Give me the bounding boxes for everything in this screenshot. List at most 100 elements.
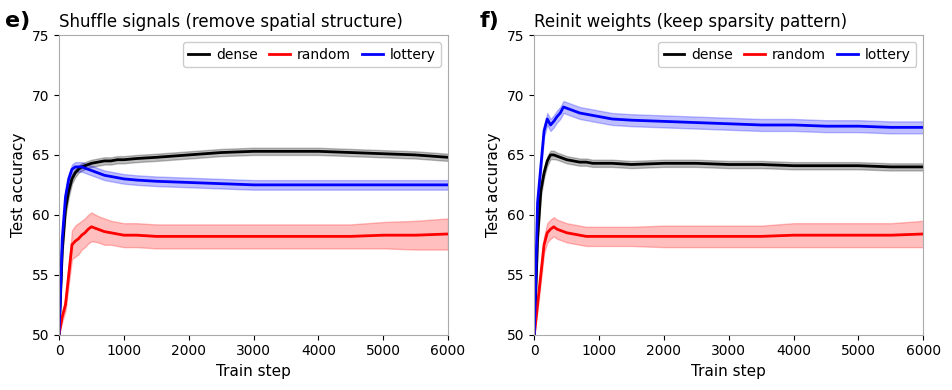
random (118, 233, 129, 238)
dense (545, 152, 556, 157)
random (378, 233, 389, 238)
dense (53, 332, 65, 337)
dense (581, 160, 592, 165)
random (555, 228, 566, 233)
lottery (83, 167, 94, 172)
random (67, 243, 78, 247)
lottery (63, 177, 74, 181)
lottery (378, 183, 389, 187)
lottery (551, 114, 563, 119)
lottery (561, 106, 572, 110)
lottery (885, 125, 897, 130)
lottery (215, 181, 227, 186)
random (551, 227, 563, 232)
lottery (150, 179, 162, 184)
Text: f): f) (480, 11, 500, 31)
random (918, 232, 929, 236)
dense (79, 163, 90, 168)
dense (593, 161, 605, 166)
X-axis label: Train step: Train step (216, 364, 291, 379)
random (131, 233, 143, 238)
dense (86, 161, 97, 166)
dense (312, 149, 324, 154)
Text: Reinit weights (keep sparsity pattern): Reinit weights (keep sparsity pattern) (534, 13, 847, 31)
Line: lottery: lottery (59, 167, 448, 335)
lottery (558, 105, 569, 109)
dense (691, 161, 703, 166)
lottery (691, 120, 703, 125)
lottery (111, 176, 123, 180)
lottery (535, 165, 546, 169)
dense (99, 159, 110, 163)
random (581, 234, 592, 239)
lottery (581, 112, 592, 117)
dense (574, 160, 585, 165)
random (532, 302, 544, 307)
lottery (69, 165, 81, 169)
Legend: dense, random, lottery: dense, random, lottery (183, 42, 441, 67)
dense (280, 149, 291, 154)
lottery (92, 170, 104, 175)
Y-axis label: Test accuracy: Test accuracy (11, 133, 26, 237)
random (587, 234, 599, 239)
dense (558, 156, 569, 161)
lottery (105, 174, 116, 179)
dense (131, 156, 143, 161)
random (538, 243, 549, 247)
random (280, 234, 291, 239)
random (593, 234, 605, 239)
dense (378, 151, 389, 156)
random (821, 233, 832, 238)
dense (60, 206, 71, 211)
lottery (918, 125, 929, 130)
Text: Shuffle signals (remove spatial structure): Shuffle signals (remove spatial structur… (59, 13, 403, 31)
Y-axis label: Test accuracy: Test accuracy (486, 133, 502, 237)
random (410, 233, 422, 238)
random (53, 332, 65, 337)
dense (724, 162, 735, 167)
random (92, 227, 104, 232)
random (567, 232, 579, 236)
Line: random: random (59, 227, 448, 335)
Line: dense: dense (59, 151, 448, 335)
dense (111, 158, 123, 162)
lottery (345, 183, 356, 187)
lottery (56, 236, 68, 241)
lottery (312, 183, 324, 187)
random (558, 229, 569, 234)
lottery (86, 168, 97, 173)
dense (345, 150, 356, 155)
dense (548, 152, 560, 157)
dense (535, 188, 546, 193)
lottery (131, 178, 143, 183)
lottery (410, 183, 422, 187)
random (561, 230, 572, 235)
random (105, 230, 116, 235)
random (545, 227, 556, 232)
lottery (53, 332, 65, 337)
lottery (72, 165, 84, 169)
lottery (567, 108, 579, 113)
Line: random: random (534, 227, 923, 335)
dense (918, 165, 929, 169)
dense (56, 248, 68, 253)
lottery (538, 129, 549, 133)
dense (532, 236, 544, 241)
random (248, 234, 259, 239)
dense (443, 155, 454, 160)
random (542, 230, 553, 235)
lottery (724, 121, 735, 126)
random (63, 272, 74, 277)
lottery (593, 114, 605, 119)
Text: e): e) (5, 11, 30, 31)
random (76, 233, 88, 238)
lottery (625, 118, 637, 122)
lottery (821, 124, 832, 129)
lottery (60, 195, 71, 199)
random (625, 234, 637, 239)
random (528, 332, 540, 337)
dense (67, 177, 78, 181)
lottery (548, 119, 560, 124)
random (72, 236, 84, 241)
dense (853, 163, 864, 168)
